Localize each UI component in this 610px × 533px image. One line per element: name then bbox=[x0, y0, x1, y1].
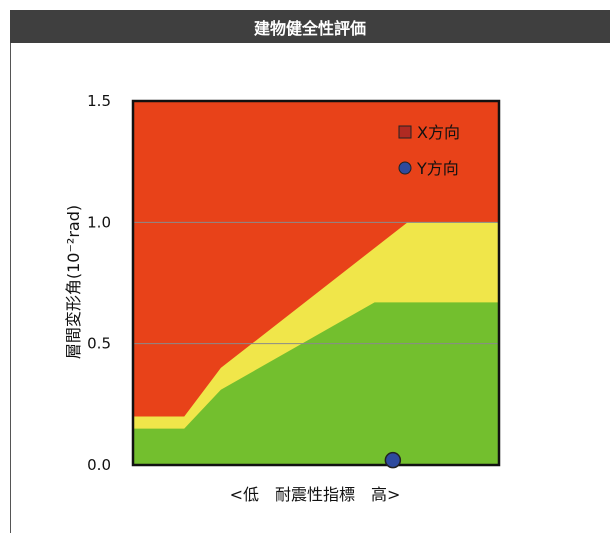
legend-label: X方向 bbox=[417, 123, 460, 142]
y-tick-label: 1.0 bbox=[87, 213, 111, 231]
data-point-circle bbox=[384, 451, 402, 469]
header-bar: 建物健全性評価 bbox=[10, 10, 610, 43]
y-tick-label: 0.5 bbox=[87, 335, 111, 353]
legend-label: Y方向 bbox=[416, 159, 459, 178]
zone-safe bbox=[133, 302, 499, 465]
y-tick-label: 1.5 bbox=[87, 92, 111, 110]
page-title: 建物健全性評価 bbox=[253, 18, 366, 38]
x-axis-label: <低 耐震性指標 高> bbox=[230, 485, 401, 504]
y-tick-label: 0.0 bbox=[87, 456, 111, 474]
legend-marker-square bbox=[398, 125, 412, 139]
legend-marker-circle bbox=[398, 161, 412, 175]
panel-left-border bbox=[10, 43, 11, 533]
y-axis-label: 層間変形角(10⁻²rad) bbox=[64, 205, 83, 359]
plot-frame bbox=[131, 99, 501, 467]
